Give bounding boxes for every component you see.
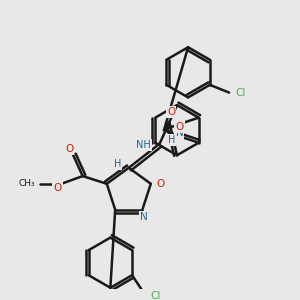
Text: H: H <box>113 159 121 169</box>
Text: Cl: Cl <box>236 88 246 98</box>
Text: Cl: Cl <box>150 291 160 300</box>
Text: NH: NH <box>136 140 151 150</box>
Text: H: H <box>167 135 175 145</box>
Text: CH₃: CH₃ <box>18 179 35 188</box>
Text: N: N <box>176 128 183 138</box>
Text: O: O <box>167 107 175 117</box>
Text: O: O <box>175 122 184 132</box>
Text: O: O <box>156 179 165 189</box>
Text: O: O <box>53 183 62 193</box>
Text: N: N <box>140 212 148 222</box>
Text: O: O <box>65 144 73 154</box>
